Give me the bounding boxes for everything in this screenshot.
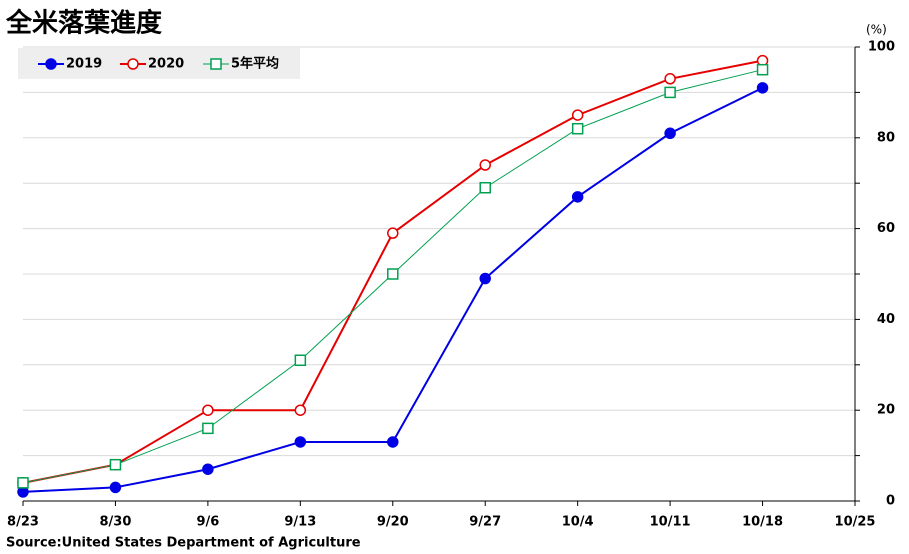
y-unit: (%) [866,23,887,37]
y-tick-label: 40 [877,312,895,327]
legend-box [18,48,300,79]
data-point [664,127,676,140]
data-point [294,404,307,416]
data-point [756,82,769,94]
y-tick-label: 0 [886,494,895,509]
data-point [756,63,769,76]
legend-label: 5年平均 [231,56,279,72]
data-point [571,191,584,203]
y-tick-label: 60 [877,221,895,236]
data-point [387,436,399,448]
data-point [294,436,307,448]
legend-label: 2020 [148,57,184,72]
data-point [109,458,122,471]
data-point [664,73,676,85]
x-tick-label: 10/25 [835,515,876,530]
data-point [479,159,491,171]
data-point [571,109,584,121]
data-point [387,268,399,280]
data-point [294,354,307,367]
y-tick-label: 80 [877,130,895,145]
legend: 2019 2020 5年平均 [18,48,300,79]
x-tick-label: 10/4 [562,515,594,530]
data-point [202,422,214,435]
y-tick-label: 100 [868,40,895,55]
data-point [202,404,214,416]
data-point [17,477,29,489]
legend-marker [127,58,139,70]
x-tick-label: 9/6 [196,515,219,530]
x-tick-label: 8/30 [99,515,131,530]
x-tick-label: 9/13 [284,515,316,530]
data-point [479,181,491,194]
x-tick-label: 10/11 [650,515,691,530]
data-point [664,86,676,99]
x-tick-label: 9/27 [469,515,501,530]
data-point [479,272,491,285]
data-point [571,122,584,135]
legend-marker [45,58,57,70]
x-tick-label: 9/20 [377,515,409,530]
source: Source:United States Department of Agric… [6,536,361,551]
data-point [387,227,399,239]
legend-marker [210,58,222,70]
data-point [109,481,122,494]
y-tick-label: 20 [877,403,895,418]
chart-title: 全米落葉進度 [5,8,162,39]
series-line [22,86,763,493]
x-tick-label: 8/23 [7,515,39,530]
legend-label: 2019 [66,57,102,72]
x-tick-label: 10/18 [742,515,783,530]
data-point [202,463,214,475]
